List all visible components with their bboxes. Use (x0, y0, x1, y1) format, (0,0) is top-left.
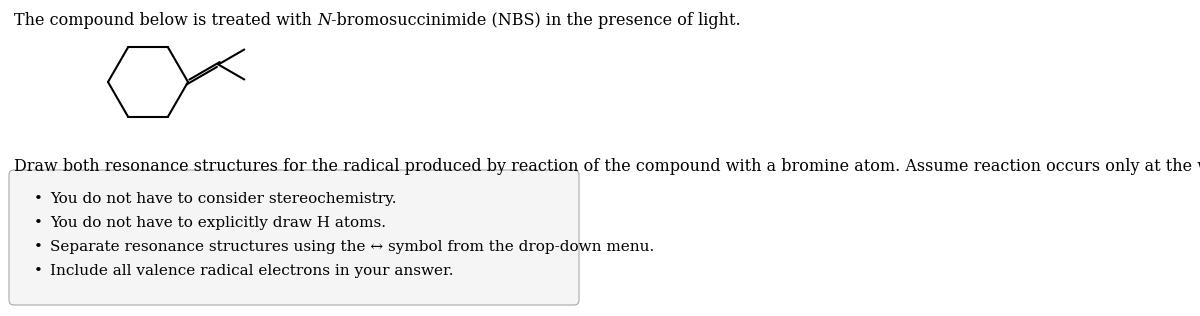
Text: N: N (317, 12, 331, 29)
Text: You do not have to consider stereochemistry.: You do not have to consider stereochemis… (50, 192, 396, 206)
Text: Include all valence radical electrons in your answer.: Include all valence radical electrons in… (50, 264, 454, 278)
Text: -bromosuccinimide (NBS) in the presence of light.: -bromosuccinimide (NBS) in the presence … (331, 12, 740, 29)
FancyBboxPatch shape (10, 170, 580, 305)
Text: •: • (34, 216, 43, 230)
Text: The compound below is treated with: The compound below is treated with (14, 12, 317, 29)
Text: •: • (34, 192, 43, 206)
Text: You do not have to explicitly draw H atoms.: You do not have to explicitly draw H ato… (50, 216, 386, 230)
Text: •: • (34, 264, 43, 278)
Text: Draw both resonance structures for the radical produced by reaction of the compo: Draw both resonance structures for the r… (14, 158, 1200, 175)
Text: Separate resonance structures using the ↔ symbol from the drop-down menu.: Separate resonance structures using the … (50, 240, 654, 254)
Text: •: • (34, 240, 43, 254)
